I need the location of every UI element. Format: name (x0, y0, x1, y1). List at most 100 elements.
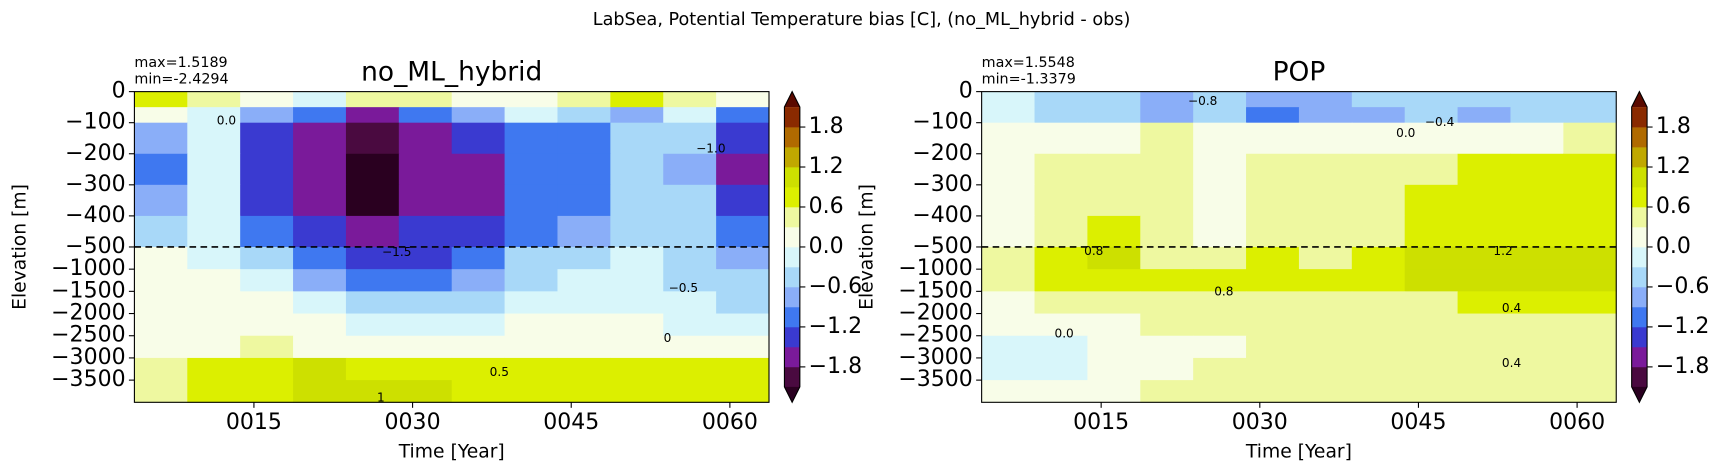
heatmap-cell (504, 184, 558, 217)
heatmap-cell (663, 357, 717, 381)
colorbar-band (1631, 187, 1648, 208)
heatmap-cell (1193, 184, 1247, 217)
heatmap-cell (1457, 91, 1511, 108)
heatmap-cell (345, 184, 400, 217)
heatmap-cell (1087, 153, 1141, 186)
heatmap-cell (1140, 107, 1194, 124)
colorbar-band (1631, 326, 1648, 348)
heatmap-cell (345, 107, 400, 124)
contour-label: 0.0 (1055, 326, 1074, 340)
heatmap-cell (1298, 153, 1353, 186)
heatmap-cell (1404, 91, 1459, 108)
heatmap-cell (451, 357, 506, 381)
heatmap-cell (1087, 335, 1141, 359)
heatmap-cell (398, 215, 453, 248)
heatmap-cell (716, 91, 770, 108)
heatmap-cell (1404, 380, 1459, 403)
heatmap-cell (1298, 184, 1353, 217)
heatmap-cell (345, 313, 400, 337)
colorbar-band (784, 107, 800, 128)
contour-label: 0.8 (1084, 244, 1103, 258)
heatmap-cell (981, 122, 1035, 155)
colorbar-band (784, 306, 800, 328)
heatmap-cell (1351, 153, 1406, 186)
colorbar-tick-label: −1.2 (809, 314, 862, 339)
heatmap-cell (1140, 357, 1194, 381)
heatmap-cell (1510, 246, 1564, 270)
x-axis-label: Time [Year] (1245, 441, 1352, 462)
heatmap-cell (1404, 107, 1459, 124)
heatmap-cell (345, 122, 400, 155)
heatmap-cell (398, 246, 453, 270)
heatmap-cell (293, 269, 347, 292)
heatmap-cell (451, 122, 506, 155)
colorbar-band (1631, 147, 1648, 168)
stat-text: min=-2.4294 (134, 72, 228, 88)
stat-text: min=-1.3379 (982, 72, 1076, 88)
heatmap-cell (293, 91, 347, 108)
heatmap-cell (610, 184, 664, 217)
heatmap-cell (1087, 184, 1141, 217)
heatmap-cell (1087, 380, 1141, 403)
heatmap-cell (345, 215, 400, 248)
y-tick-label: −100 (65, 110, 125, 135)
heatmap-cell (1457, 215, 1511, 248)
heatmap-cell (1510, 269, 1564, 292)
heatmap-cell (293, 380, 347, 403)
heatmap-cell (1510, 357, 1564, 381)
heatmap-cell (504, 357, 558, 381)
heatmap-cell (1298, 269, 1353, 292)
colorbar-extend (1631, 386, 1648, 403)
heatmap-cell (345, 335, 400, 359)
x-tick-label: 0030 (385, 410, 441, 435)
heatmap-cell (293, 335, 347, 359)
y-tick-label: −100 (912, 110, 972, 135)
heatmap-cell (1510, 291, 1564, 314)
heatmap-cell (504, 380, 558, 403)
heatmap-cell (663, 269, 717, 292)
heatmap-cell (1563, 291, 1617, 314)
heatmap-cell (504, 91, 558, 108)
y-tick-label: −2000 (51, 301, 125, 326)
heatmap-cell (187, 335, 241, 359)
y-tick-label: −300 (65, 172, 125, 197)
heatmap-cell (557, 357, 611, 381)
heatmap-cell (663, 122, 717, 155)
heatmap-cell (1193, 246, 1247, 270)
heatmap-cell (981, 313, 1035, 337)
heatmap-cell (398, 91, 453, 108)
heatmap-cell (451, 153, 506, 186)
heatmap-cell (1034, 313, 1088, 337)
heatmap-cell (1457, 107, 1511, 124)
heatmap-cell (1246, 357, 1300, 381)
y-tick-label: −400 (912, 203, 972, 228)
heatmap-cell (134, 91, 188, 108)
heatmap-cell (187, 215, 241, 248)
heatmap-cell (1404, 269, 1459, 292)
heatmap-cell (1034, 269, 1088, 292)
colorbar-tick-label: 1.2 (1656, 154, 1691, 179)
heatmap-cell (134, 291, 188, 314)
colorbar-band (1631, 266, 1648, 288)
y-tick-label: −500 (65, 234, 125, 259)
heatmap-cell (1404, 184, 1459, 217)
heatmap-cell (1087, 91, 1141, 108)
heatmap-cell (1087, 246, 1141, 270)
heatmap-cell (1193, 335, 1247, 359)
heatmap-cell (1246, 184, 1300, 217)
colorbar-band (1631, 127, 1648, 148)
colorbar-band (784, 206, 800, 228)
x-tick-label: 0060 (702, 410, 758, 435)
heatmap-cell (451, 184, 506, 217)
heatmap-cell (663, 91, 717, 108)
heatmap-cell (504, 107, 558, 124)
heatmap-cell (1140, 184, 1194, 217)
heatmap-cell (1246, 335, 1300, 359)
colorbar-band (1631, 246, 1648, 268)
contour-label: 0.8 (1214, 285, 1233, 299)
heatmap-cell (134, 269, 188, 292)
y-tick-label: −2500 (898, 323, 972, 348)
heatmap-cell (293, 291, 347, 314)
heatmap-cell (504, 153, 558, 186)
y-tick-label: −3500 (51, 367, 125, 392)
